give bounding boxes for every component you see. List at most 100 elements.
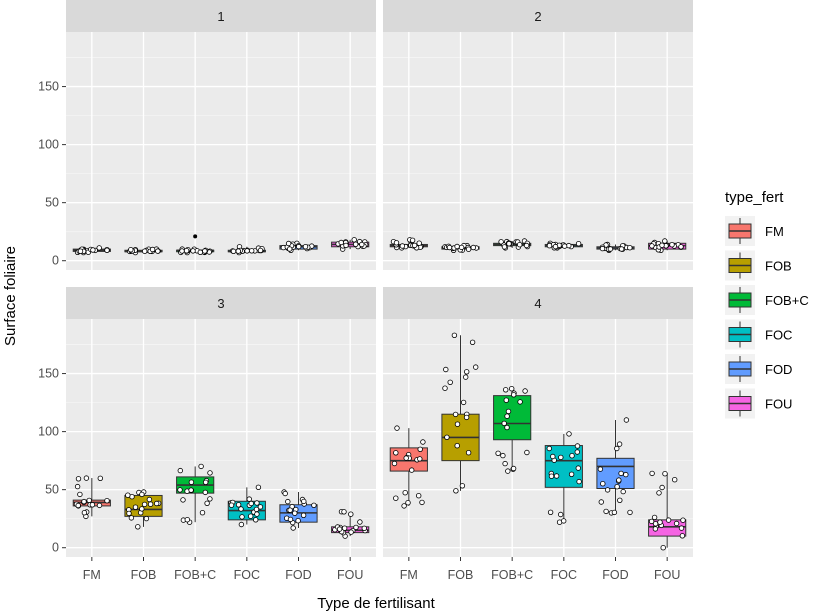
raw-points [281,489,317,531]
data-point [465,246,472,252]
data-point [649,243,655,249]
y-tick-label: 150 [38,367,59,381]
x-tick-label: FOC [234,568,260,582]
facet-strip [383,0,693,32]
data-point [179,248,185,254]
raw-points [546,240,582,251]
data-point [139,491,145,498]
data-point [255,484,262,490]
data-point [287,507,293,513]
data-point [673,520,680,527]
data-point [505,468,511,474]
data-point [558,511,564,518]
data-point [348,529,354,535]
data-point [180,497,186,503]
boxplot-fm [72,245,111,256]
data-point [183,247,190,254]
boxplot-fod [279,489,318,531]
data-point [611,509,618,516]
data-point [285,498,291,505]
data-point [141,248,148,254]
data-point [649,470,655,477]
data-point [662,471,668,477]
data-point [141,501,148,508]
data-point [81,498,87,505]
data-point [620,488,626,495]
data-point [341,509,347,515]
data-point [446,244,453,251]
data-point [656,490,662,496]
data-point [351,237,357,243]
data-point [155,248,161,254]
data-point [454,443,460,449]
data-point [285,240,292,247]
data-point [188,479,195,485]
data-point [495,450,501,456]
data-point [509,386,515,392]
data-point [419,499,425,506]
data-point [132,504,139,510]
data-point [678,525,685,531]
data-point [302,243,309,250]
data-point [394,425,400,431]
data-point [599,245,606,252]
data-point [409,237,416,243]
data-point [143,515,150,522]
data-point [296,243,302,250]
raw-points [390,237,424,251]
data-point [353,524,359,531]
x-axis-title: Type de fertilisant [317,595,435,612]
legend-label: FOC [765,328,792,343]
data-point [501,420,507,427]
data-point [459,483,466,489]
legend-item-foc: FOC [725,319,792,350]
data-point [126,510,132,517]
raw-points [126,246,161,256]
data-point [89,502,96,508]
data-point [246,496,252,502]
data-point [228,502,235,508]
legend-item-fm: FM [725,216,784,246]
data-point [652,521,659,527]
data-point [447,379,453,385]
y-tick-label: 0 [52,254,59,268]
data-point [678,244,684,250]
data-point [503,387,509,393]
data-point [252,517,259,523]
raw-points [178,246,213,256]
data-point [574,443,581,449]
data-point [235,502,242,508]
boxplot-fobplusc [176,463,215,525]
data-point [452,411,459,418]
data-point [149,246,156,253]
data-point [552,243,559,250]
data-point [451,332,458,338]
data-point [603,508,609,515]
data-point [659,484,665,491]
data-point [546,242,553,249]
data-point [83,475,90,481]
data-point [469,339,476,345]
y-tick-label: 100 [38,138,59,152]
boxplot-fou [331,237,370,252]
data-point [202,479,209,485]
x-tick-label: FOB+C [174,568,216,582]
data-point [239,514,245,520]
data-point [402,490,408,496]
data-point [405,500,411,506]
data-point [254,500,260,506]
y-tick-label: 0 [52,541,59,555]
legend: type_fert FM FOB FOB+C FOC FOD FOU [725,189,809,419]
facet-strip [66,0,376,32]
data-point [657,519,663,525]
raw-points [649,238,684,253]
data-point [290,525,296,531]
boxplot-foc [544,431,583,525]
data-point [184,517,190,523]
data-point [177,487,183,493]
raw-points [280,240,315,253]
data-point [77,491,83,498]
data-point [498,239,504,245]
data-point [292,510,298,516]
boxplot-foc [544,240,583,251]
